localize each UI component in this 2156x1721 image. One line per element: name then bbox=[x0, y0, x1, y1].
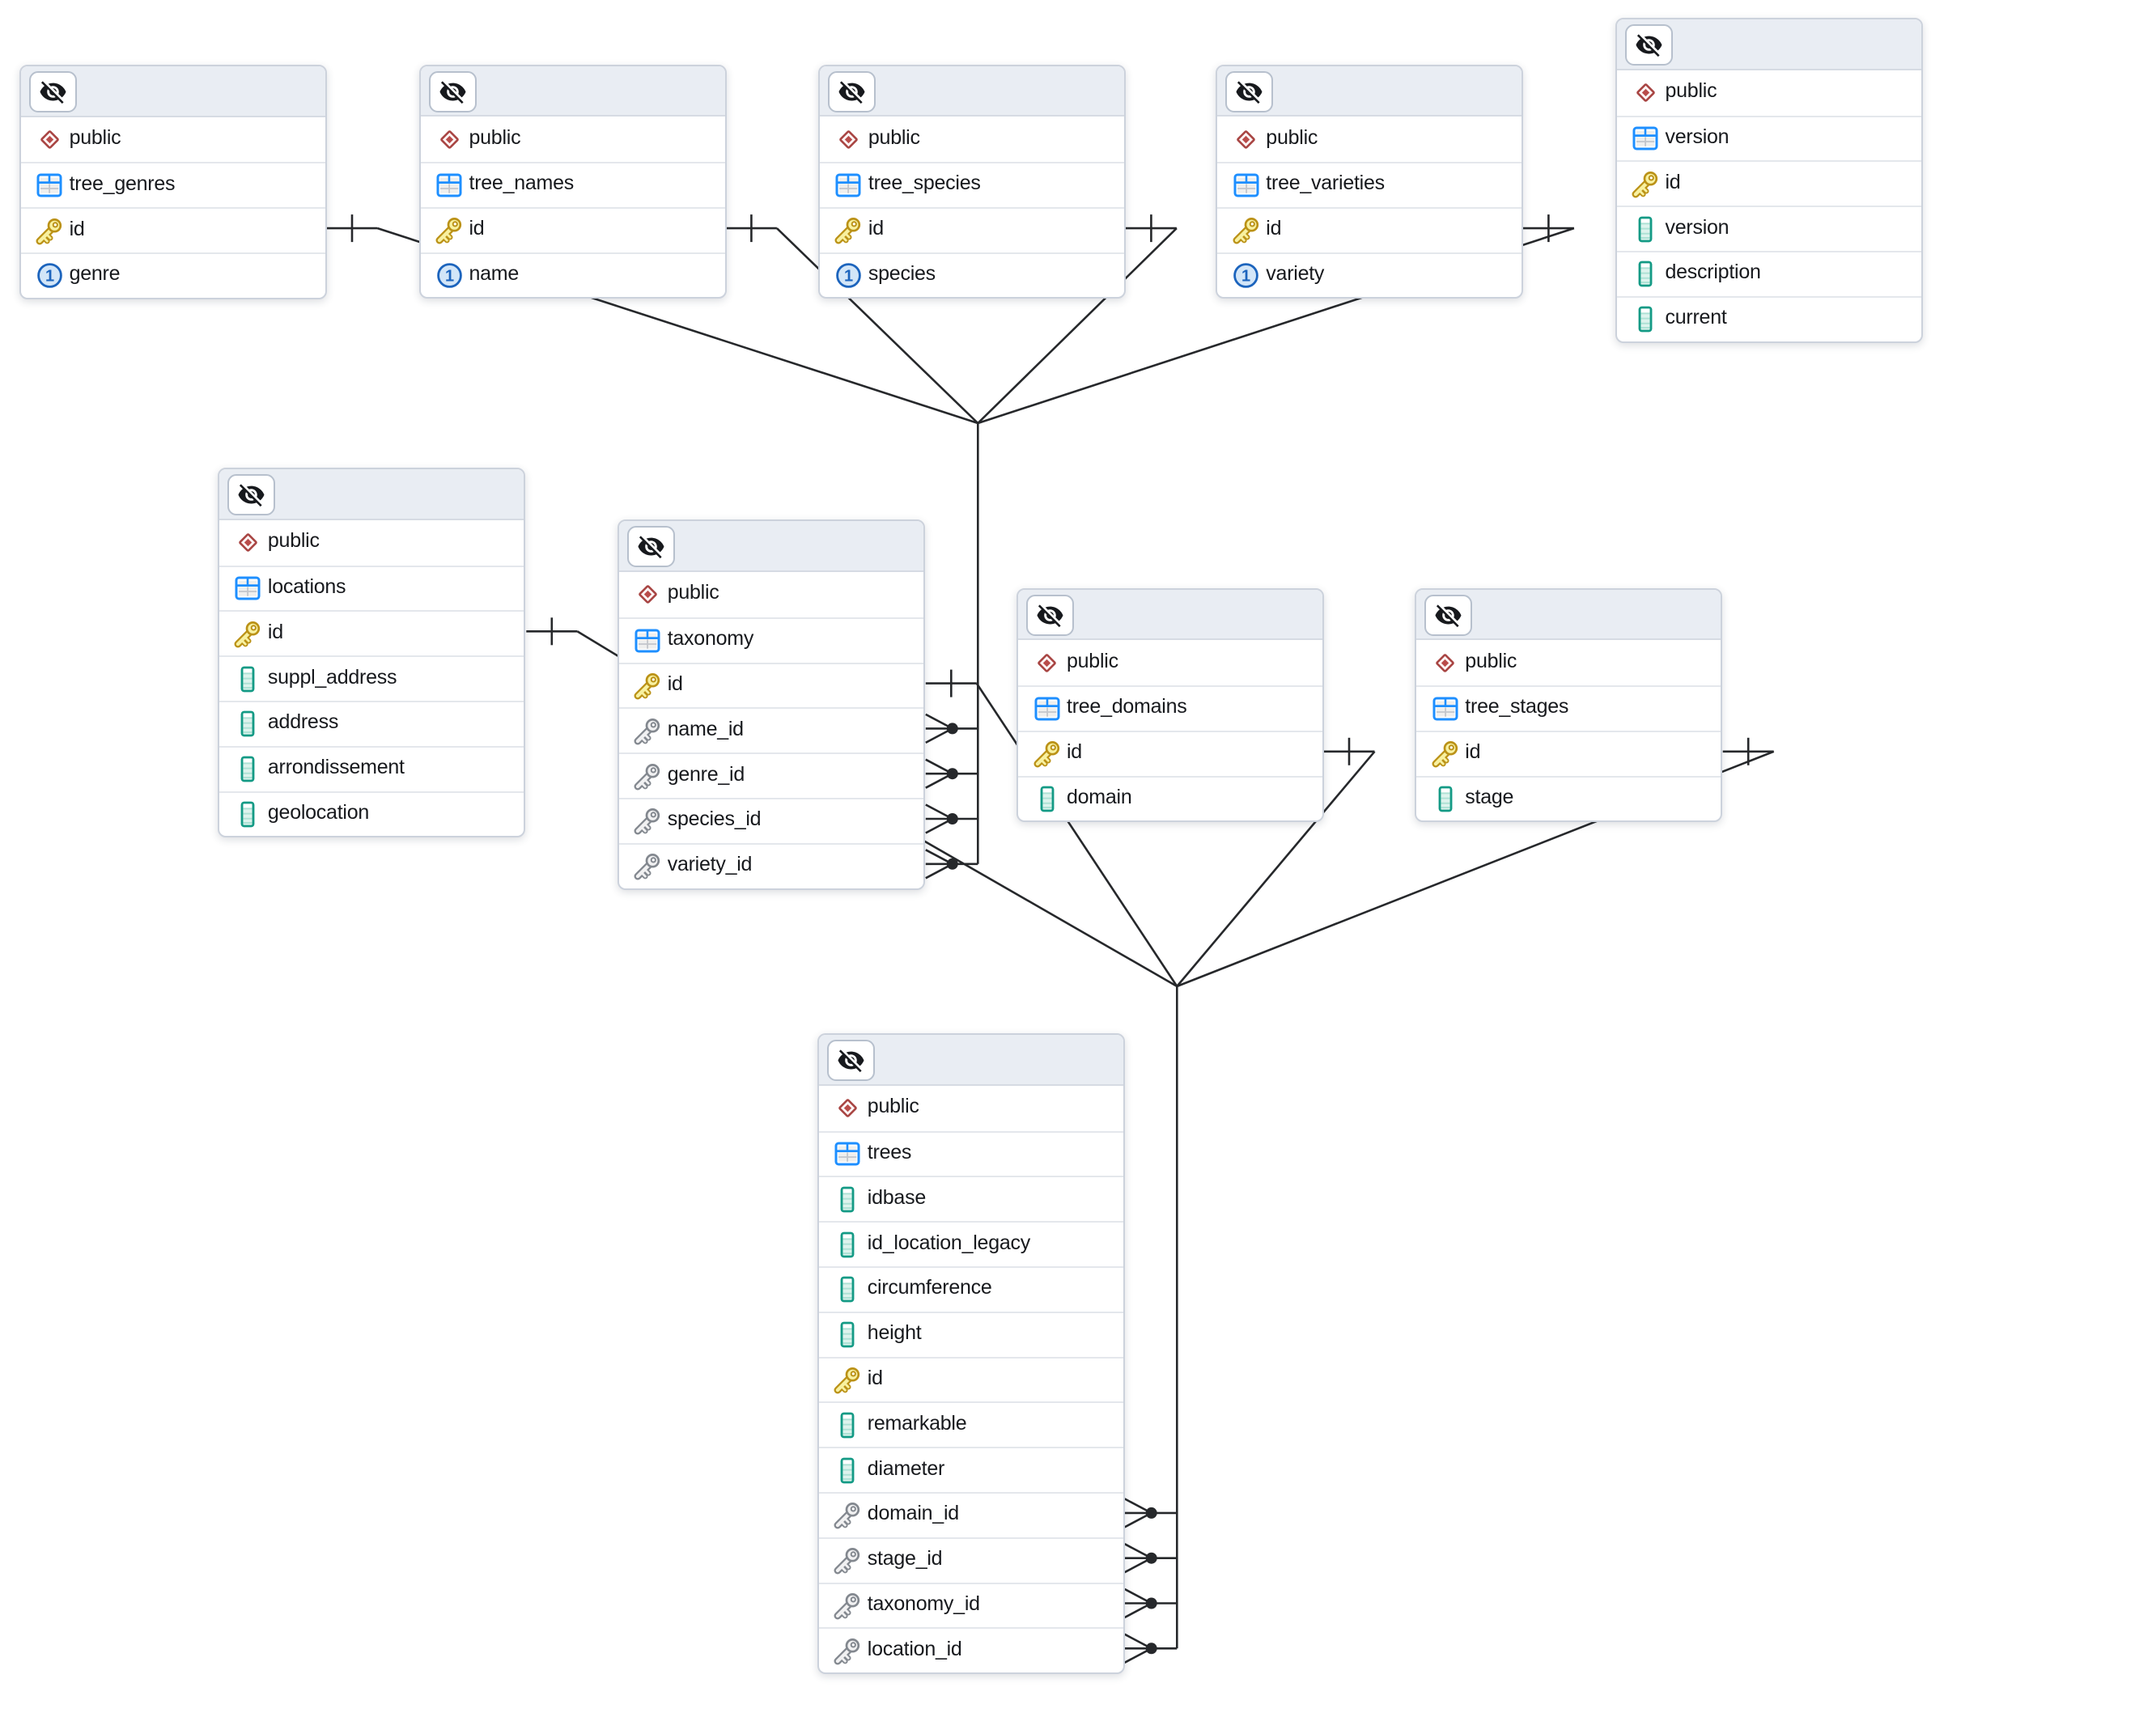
svg-text:1: 1 bbox=[1241, 268, 1250, 286]
svg-text:1: 1 bbox=[45, 268, 54, 286]
svg-text:1: 1 bbox=[444, 268, 453, 286]
svg-text:1: 1 bbox=[844, 268, 853, 286]
